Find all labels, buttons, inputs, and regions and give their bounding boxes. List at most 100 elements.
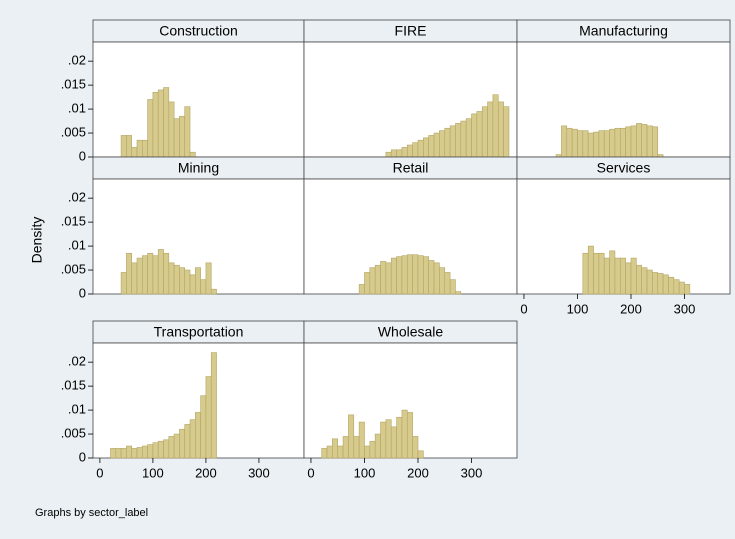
y-tick-label: .015 bbox=[61, 77, 86, 92]
bar bbox=[390, 257, 397, 295]
bar bbox=[126, 252, 133, 295]
bar bbox=[455, 123, 462, 158]
bar bbox=[120, 448, 127, 459]
bar bbox=[678, 281, 685, 295]
bar bbox=[587, 132, 594, 158]
bar bbox=[603, 130, 610, 158]
bar bbox=[321, 448, 328, 459]
x-tick-label: 0 bbox=[96, 465, 103, 480]
y-tick-label: 0 bbox=[79, 285, 86, 300]
bar bbox=[417, 255, 424, 295]
bar bbox=[147, 444, 154, 459]
y-tick-label: .005 bbox=[61, 261, 86, 276]
bar bbox=[189, 151, 196, 158]
bar bbox=[561, 125, 568, 158]
bar bbox=[110, 448, 117, 459]
bar bbox=[412, 436, 419, 459]
bar bbox=[396, 256, 403, 295]
bar bbox=[131, 147, 138, 158]
bar bbox=[120, 272, 127, 295]
bar bbox=[668, 276, 675, 295]
bar bbox=[673, 279, 680, 295]
bar bbox=[406, 254, 413, 295]
bar bbox=[587, 245, 594, 295]
bar bbox=[157, 249, 164, 295]
bar bbox=[126, 135, 133, 158]
y-tick-label: 0 bbox=[79, 148, 86, 163]
bar bbox=[184, 269, 191, 295]
bar bbox=[566, 127, 573, 158]
bar bbox=[168, 262, 175, 295]
panel-title: Manufacturing bbox=[579, 23, 668, 39]
bar bbox=[195, 412, 201, 459]
bar bbox=[630, 125, 637, 158]
bar bbox=[630, 257, 637, 295]
bar bbox=[609, 250, 616, 295]
bar bbox=[433, 262, 440, 295]
bar bbox=[614, 257, 621, 295]
bar bbox=[641, 267, 648, 295]
bar bbox=[200, 395, 207, 459]
panel-title: Mining bbox=[178, 160, 219, 176]
bar bbox=[423, 256, 429, 295]
y-tick-label: .005 bbox=[61, 425, 86, 440]
y-tick-label: .01 bbox=[68, 402, 86, 417]
x-tick-label: 100 bbox=[567, 301, 589, 316]
bar bbox=[152, 442, 159, 459]
bar bbox=[582, 252, 589, 295]
bar bbox=[412, 254, 419, 295]
bar bbox=[136, 257, 143, 295]
bar bbox=[460, 120, 467, 158]
bar bbox=[497, 101, 504, 158]
y-tick-label: .01 bbox=[68, 238, 86, 253]
bar bbox=[487, 101, 494, 158]
bar bbox=[173, 118, 180, 158]
bar bbox=[652, 126, 659, 158]
bar bbox=[657, 273, 664, 295]
bar bbox=[396, 416, 403, 459]
bar bbox=[385, 151, 392, 158]
bar bbox=[374, 433, 381, 459]
panel-title: Wholesale bbox=[378, 324, 444, 340]
x-tick-label: 100 bbox=[354, 465, 376, 480]
bar bbox=[455, 291, 462, 295]
bar bbox=[152, 255, 159, 295]
bar bbox=[348, 414, 355, 459]
bar bbox=[374, 264, 381, 295]
panel-title: FIRE bbox=[395, 23, 427, 39]
bar bbox=[342, 436, 349, 459]
bar bbox=[326, 445, 333, 459]
bar bbox=[619, 257, 626, 295]
bar bbox=[147, 99, 154, 158]
bar bbox=[662, 274, 669, 295]
bar bbox=[189, 419, 196, 459]
bar bbox=[179, 267, 186, 295]
bar bbox=[609, 128, 616, 158]
bar bbox=[390, 426, 397, 459]
bar bbox=[189, 274, 196, 295]
bar bbox=[577, 130, 584, 158]
y-tick-label: .02 bbox=[68, 190, 86, 205]
bar bbox=[200, 279, 207, 295]
bar bbox=[163, 439, 170, 459]
bar bbox=[598, 252, 605, 295]
bar bbox=[358, 284, 365, 295]
bar bbox=[163, 252, 170, 295]
bar bbox=[147, 252, 154, 295]
bar bbox=[390, 149, 397, 158]
bar bbox=[439, 267, 446, 295]
bar bbox=[142, 139, 148, 158]
bar bbox=[439, 130, 446, 158]
bar bbox=[417, 139, 424, 158]
bar bbox=[593, 131, 600, 158]
bar bbox=[205, 262, 212, 295]
bar bbox=[412, 142, 419, 158]
bar bbox=[481, 106, 488, 158]
bar bbox=[168, 436, 175, 459]
bar bbox=[646, 125, 653, 158]
y-tick-label: .02 bbox=[68, 53, 86, 68]
bar bbox=[449, 279, 456, 295]
y-tick-label: .01 bbox=[68, 101, 86, 116]
bar bbox=[582, 130, 589, 158]
bar bbox=[406, 412, 413, 459]
